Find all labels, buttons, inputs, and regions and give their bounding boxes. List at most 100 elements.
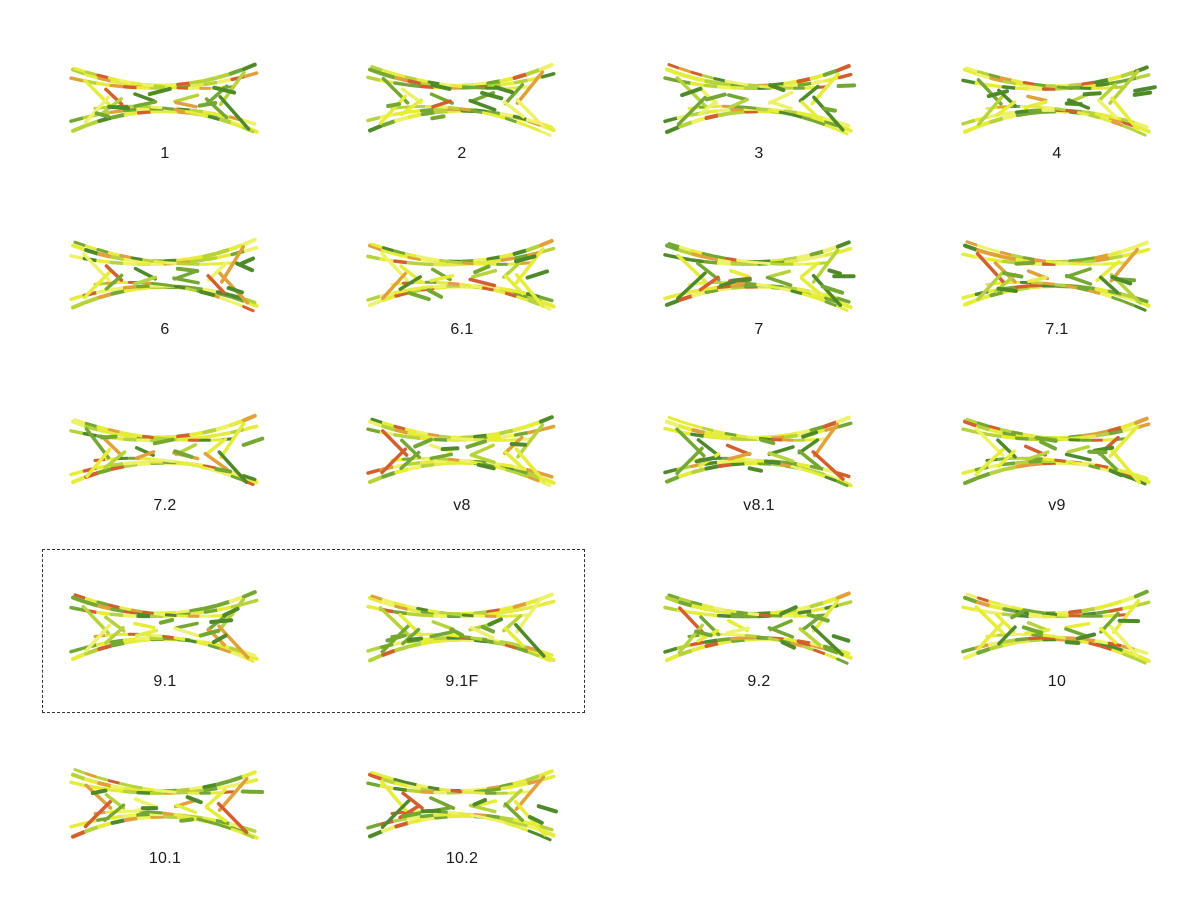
truss-member (470, 636, 483, 641)
truss-member (84, 244, 98, 251)
truss-member (703, 638, 719, 644)
truss-member (783, 637, 798, 643)
truss-member (988, 424, 1001, 431)
truss-brace (1064, 452, 1092, 462)
truss-member (150, 810, 164, 815)
truss-member (381, 119, 397, 128)
truss-brace (725, 626, 750, 635)
truss-brace (402, 811, 422, 819)
truss-member (1002, 640, 1018, 647)
truss-member (513, 606, 529, 613)
truss-member (73, 418, 86, 425)
truss-member (447, 810, 461, 815)
truss-member (1001, 85, 1017, 90)
truss-member (717, 609, 733, 615)
truss-member (202, 287, 218, 294)
truss-member (107, 428, 121, 434)
truss-brace (515, 98, 546, 129)
truss-member (1135, 247, 1151, 255)
truss-member (416, 783, 429, 789)
truss-member (407, 79, 423, 85)
truss-member (730, 458, 745, 463)
truss-member (716, 436, 732, 441)
truss-brace (528, 815, 544, 825)
truss-member (242, 825, 257, 833)
truss-brace (83, 95, 111, 125)
truss-member (1107, 250, 1123, 257)
truss-member (142, 434, 155, 440)
truss-member (822, 420, 838, 429)
truss-member (84, 421, 98, 428)
truss-brace (996, 449, 1016, 468)
truss-member (381, 471, 397, 479)
truss-member (96, 775, 109, 782)
truss-member (219, 471, 232, 478)
truss-member (96, 600, 109, 606)
truss-brace (680, 86, 703, 98)
truss-member (219, 823, 232, 830)
truss-member (837, 478, 853, 488)
truss-member (976, 596, 990, 603)
truss-member (756, 283, 769, 288)
truss-member (1022, 81, 1036, 86)
truss-member (796, 604, 812, 612)
truss-member (406, 788, 422, 794)
truss-member (164, 261, 178, 265)
truss-member (122, 261, 138, 266)
truss-member (1076, 462, 1090, 467)
truss-member (525, 420, 541, 429)
truss-member (436, 281, 449, 285)
truss-member (407, 255, 423, 261)
truss-member (1134, 473, 1149, 481)
truss-member (436, 105, 449, 109)
truss-member (804, 262, 818, 266)
truss-brace (381, 271, 408, 300)
truss-member (691, 467, 707, 475)
truss-member (242, 305, 255, 313)
truss-brace (158, 618, 175, 625)
truss-member (731, 109, 746, 115)
truss-brace (798, 84, 820, 103)
truss-member (690, 258, 705, 264)
truss-member (539, 480, 552, 488)
truss-brace (420, 808, 442, 814)
truss-brace (104, 273, 124, 291)
truss-member (963, 125, 978, 134)
truss-member (988, 83, 1003, 89)
truss-member (690, 610, 705, 616)
truss-brace (407, 291, 431, 302)
truss-member (84, 597, 98, 603)
truss-brace (503, 626, 525, 648)
truss-brace (986, 89, 1009, 99)
truss-member (176, 81, 192, 87)
truss-member (393, 601, 406, 607)
truss-brace (694, 629, 713, 638)
truss-member (527, 475, 541, 483)
truss-member (1094, 429, 1110, 436)
truss-brace (509, 442, 528, 447)
variant-cell: 4 (957, 57, 1157, 177)
truss-brace (767, 626, 795, 639)
truss-member (691, 604, 707, 611)
truss-member (447, 281, 461, 286)
truss-member (366, 294, 381, 302)
truss-member (796, 111, 812, 117)
truss-member (835, 64, 851, 73)
truss-member (433, 812, 448, 817)
truss-member (215, 247, 231, 256)
truss-brace (515, 597, 543, 634)
truss-member (703, 109, 719, 115)
truss-brace (218, 95, 251, 131)
truss-brace (1023, 100, 1048, 110)
truss-member (393, 424, 406, 431)
truss-member (228, 775, 244, 783)
truss-member (716, 613, 732, 619)
truss-member (513, 431, 529, 437)
truss-member (713, 254, 726, 260)
truss-member (690, 249, 703, 255)
truss-member (507, 614, 521, 618)
truss-member (130, 608, 144, 614)
truss-member (538, 238, 554, 248)
truss-member (1081, 606, 1097, 613)
truss-brace (1109, 447, 1141, 485)
